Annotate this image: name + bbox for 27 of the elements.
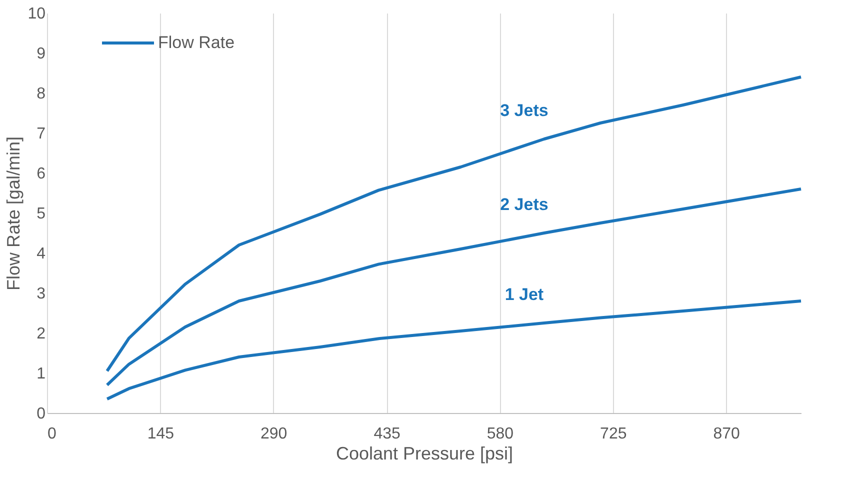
line-series <box>106 76 802 372</box>
y-tick-label: 8 <box>36 86 46 102</box>
y-tick-label: 0 <box>36 406 46 422</box>
legend-label: Flow Rate <box>158 33 235 52</box>
x-tick-label: 0 <box>48 426 56 442</box>
y-axis-title: Flow Rate [gal/min] <box>4 136 24 291</box>
y-tick-label: 6 <box>36 166 46 182</box>
annotation: 1 Jet <box>504 285 544 304</box>
x-tick-label: 725 <box>600 426 627 442</box>
y-tick-label: 2 <box>36 326 46 342</box>
y-tick-label: 9 <box>36 46 46 62</box>
annotation: 2 Jets <box>500 195 548 214</box>
y-tick-label: 7 <box>36 126 46 142</box>
y-tick-label: 3 <box>36 286 46 302</box>
x-tick-label: 870 <box>713 426 740 442</box>
line-series <box>106 300 802 400</box>
y-tick-label: 5 <box>36 206 46 222</box>
x-tick-label: 435 <box>374 426 400 442</box>
y-tick-label: 10 <box>28 6 46 22</box>
annotation: 3 Jets <box>500 101 548 120</box>
x-tick-label: 290 <box>260 426 288 442</box>
x-tick-label: 580 <box>486 426 514 442</box>
x-tick-label: 145 <box>147 426 174 442</box>
y-tick-label: 1 <box>36 366 46 382</box>
x-axis-title: Coolant Pressure [psi] <box>336 444 514 464</box>
line-series <box>106 188 802 386</box>
y-tick-label: 4 <box>36 246 46 262</box>
